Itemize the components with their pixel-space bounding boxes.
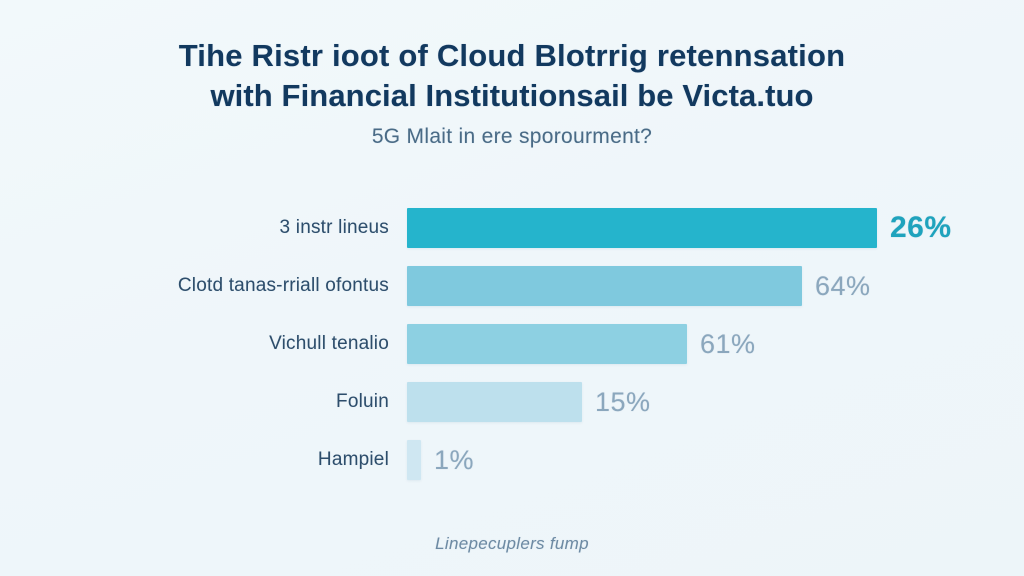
bar-value-label: 26% [890, 211, 952, 244]
bar-category-label: Clotd tanas-rriall ofontus [177, 275, 389, 296]
bar-segment [407, 382, 582, 422]
bar-row: Clotd tanas-rriall ofontus 64% [0, 264, 1024, 308]
bar-category-label: Vichull tenalio [269, 333, 389, 354]
bar-segment [407, 266, 802, 306]
bar-value-label: 15% [595, 386, 651, 417]
bar-value-label: 1% [434, 444, 475, 475]
bar-value-label: 64% [815, 270, 871, 301]
bar-value-label: 61% [700, 328, 756, 359]
bar-chart-plot: 3 instr lineus 26% Clotd tanas-rriall ofon… [0, 206, 1024, 506]
bar-segment [407, 324, 687, 364]
bar-row: 3 instr lineus 26% [0, 206, 1024, 250]
chart-header: Tihe Ristr ioot of Cloud Blotrrig retenn… [0, 36, 1024, 149]
bar-row: Foluin 15% [0, 380, 1024, 424]
chart-subtitle: 5G Mlait in ere sporourment? [371, 125, 653, 148]
bar-track: 26% [407, 206, 952, 250]
bar-category-label: Foluin [336, 391, 389, 412]
chart-title-line-1: Tihe Ristr ioot of Cloud Blotrrig retenn… [178, 38, 846, 73]
bar-category-label: Hampiel [317, 449, 389, 470]
bar-track: 1% [407, 438, 474, 482]
bar-track: 61% [407, 322, 756, 366]
chart-footer-caption: Linepecuplers fump [435, 534, 589, 553]
bar-segment [407, 208, 877, 248]
bar-row: Hampiel 1% [0, 438, 1024, 482]
bar-track: 15% [407, 380, 651, 424]
bar-row: Vichull tenalio 61% [0, 322, 1024, 366]
bar-track: 64% [407, 264, 871, 308]
bar-segment [407, 440, 421, 480]
bar-category-label: 3 instr lineus [279, 217, 389, 238]
chart-title-line-2: with Financial Institutionsail be Victa.… [210, 78, 814, 113]
